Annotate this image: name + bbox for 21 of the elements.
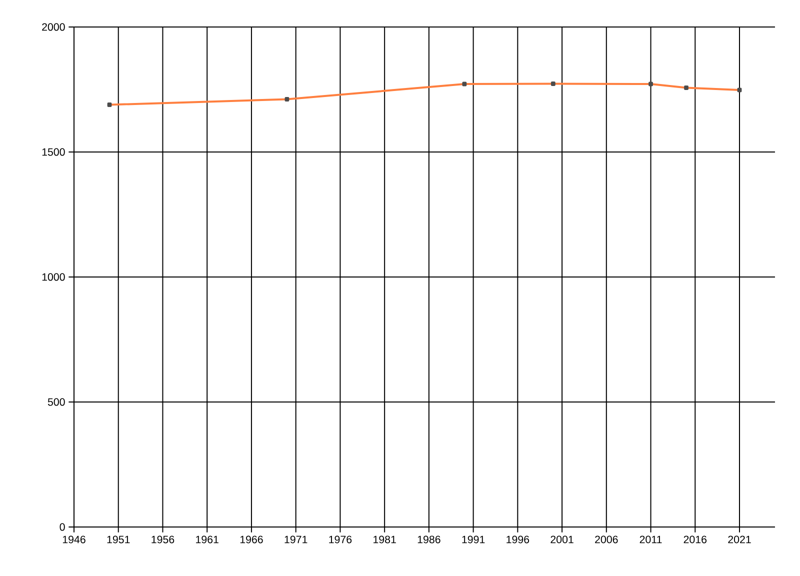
y-tick-label: 2000 bbox=[42, 23, 65, 31]
x-tick-label: 1991 bbox=[462, 536, 485, 544]
x-tick-label: 1951 bbox=[107, 536, 130, 544]
y-tick-label: 1000 bbox=[42, 273, 65, 281]
x-tick-label: 2006 bbox=[595, 536, 618, 544]
x-tick-label: 1981 bbox=[374, 536, 396, 544]
x-tick-label: 2001 bbox=[550, 536, 574, 544]
x-tick-label: 1971 bbox=[284, 536, 308, 544]
x-tick-label: 1996 bbox=[506, 536, 530, 544]
x-tick-label: 1986 bbox=[418, 536, 440, 544]
y-tick-label: 500 bbox=[48, 398, 65, 406]
y-tick-label: 1500 bbox=[42, 148, 65, 156]
x-tick-label: 2016 bbox=[684, 536, 707, 544]
x-tick-label: 1956 bbox=[152, 536, 174, 544]
x-tick-label: 1976 bbox=[329, 536, 352, 544]
x-tick-label: 2011 bbox=[640, 536, 662, 544]
x-tick-label: 1966 bbox=[240, 536, 263, 544]
x-tick-label: 1961 bbox=[196, 536, 218, 544]
y-tick-label: 0 bbox=[60, 523, 65, 531]
x-tick-label: 2021 bbox=[728, 536, 751, 544]
x-tick-label: 1946 bbox=[62, 536, 86, 544]
